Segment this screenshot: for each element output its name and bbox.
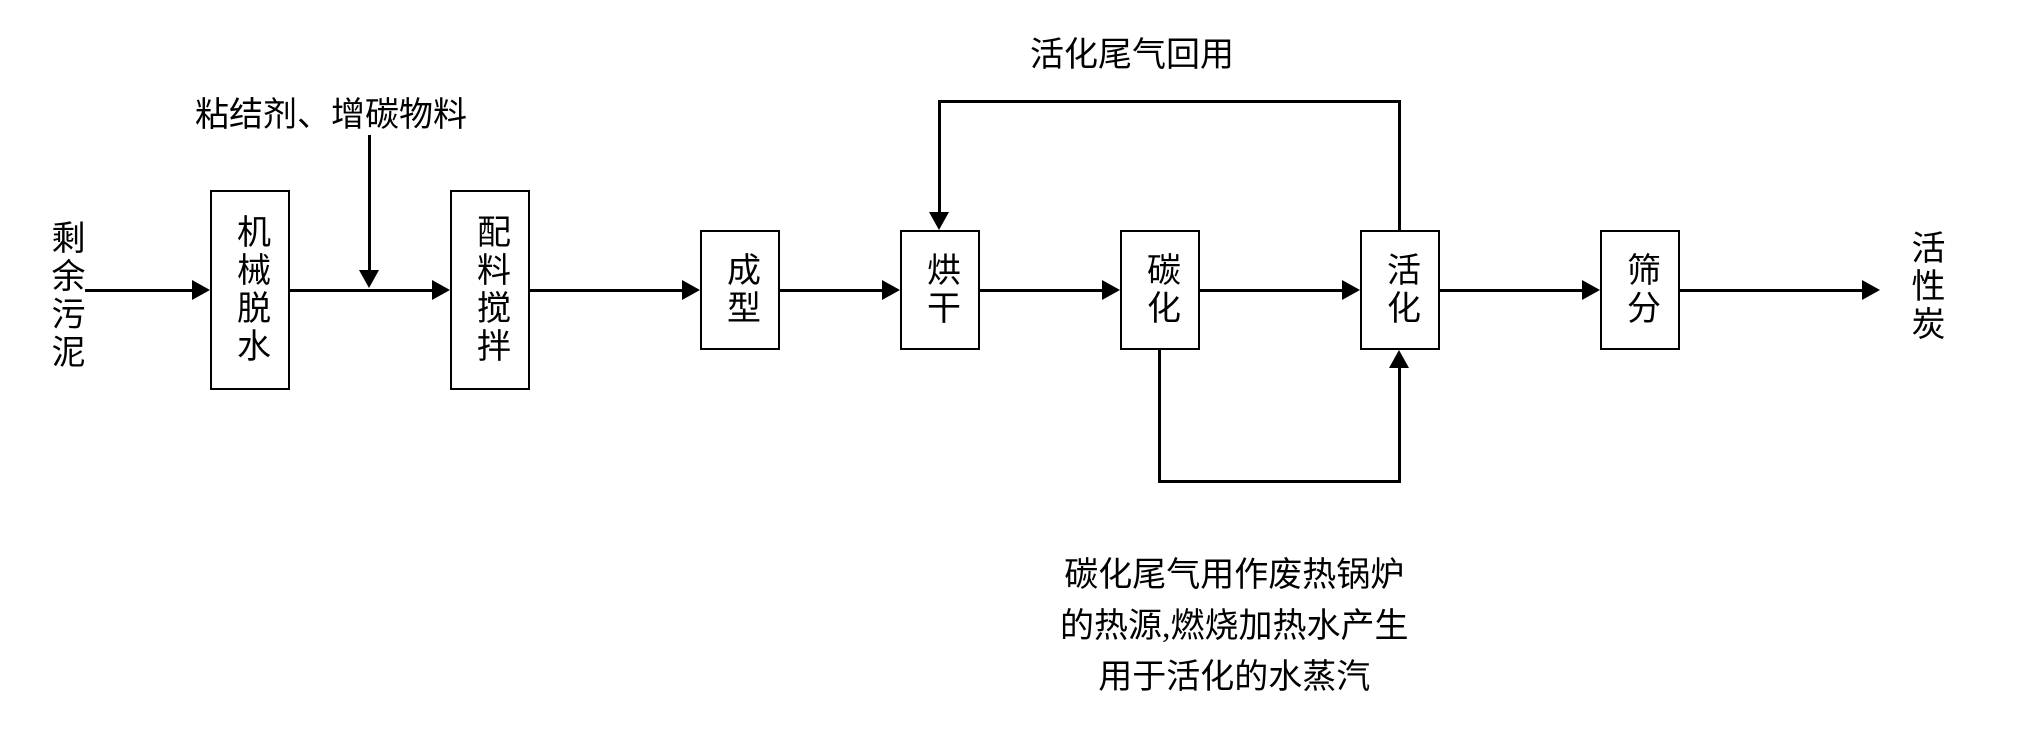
bottom-note-line2: 的热源,燃烧加热水产生 [1060, 601, 1409, 652]
node-forming: 成型 [700, 230, 780, 350]
edge-n3-n4-head [882, 280, 900, 300]
edge-n3-n4 [780, 289, 882, 292]
edge-bottom-down [1158, 350, 1161, 480]
node-forming-label: 成型 [716, 252, 765, 328]
bottom-note-line3: 用于活化的水蒸汽 [1060, 652, 1409, 703]
label-additive: 粘结剂、增碳物料 [195, 90, 467, 141]
node-activation-label: 活化 [1376, 252, 1425, 328]
edge-n6-n7 [1440, 289, 1582, 292]
edge-bottom-up [1398, 368, 1401, 483]
node-mixing-label: 配料搅拌 [466, 214, 515, 366]
edge-n4-n5 [980, 289, 1102, 292]
edge-recycle-head [929, 212, 949, 230]
edge-n6-n7-head [1582, 280, 1600, 300]
edge-n1-n2-head [432, 280, 450, 300]
edge-n1-n2 [290, 289, 432, 292]
node-carbonization-label: 碳化 [1136, 252, 1185, 328]
node-screening-label: 筛分 [1616, 252, 1665, 328]
edge-n7-output-head [1862, 280, 1880, 300]
edge-n7-output [1680, 289, 1862, 292]
node-mixing: 配料搅拌 [450, 190, 530, 390]
node-dewatering: 机械脱水 [210, 190, 290, 390]
edge-recycle-down [938, 100, 941, 212]
flow-input-label: 剩余污泥 [40, 220, 89, 372]
label-recycle: 活化尾气回用 [1030, 30, 1234, 81]
edge-n2-n3 [530, 289, 682, 292]
node-drying-label: 烘干 [916, 252, 965, 328]
bottom-note-line1: 碳化尾气用作废热锅炉 [1060, 550, 1409, 601]
edge-n4-n5-head [1102, 280, 1120, 300]
edge-n5-n6-head [1342, 280, 1360, 300]
edge-additive-head [359, 270, 379, 288]
edge-input-n1 [85, 289, 192, 292]
edge-bottom-head [1389, 350, 1409, 368]
node-activation: 活化 [1360, 230, 1440, 350]
edge-recycle-horiz [938, 100, 1401, 103]
label-bottom-note: 碳化尾气用作废热锅炉 的热源,燃烧加热水产生 用于活化的水蒸汽 [1060, 550, 1409, 703]
edge-recycle-up [1398, 100, 1401, 230]
edge-n5-n6 [1200, 289, 1342, 292]
edge-n2-n3-head [682, 280, 700, 300]
node-dewatering-label: 机械脱水 [226, 214, 275, 366]
node-carbonization: 碳化 [1120, 230, 1200, 350]
node-drying: 烘干 [900, 230, 980, 350]
edge-additive-vert [368, 135, 371, 270]
node-screening: 筛分 [1600, 230, 1680, 350]
edge-bottom-horiz [1158, 480, 1401, 483]
flow-output-label: 活性炭 [1900, 230, 1949, 344]
edge-input-n1-head [192, 280, 210, 300]
